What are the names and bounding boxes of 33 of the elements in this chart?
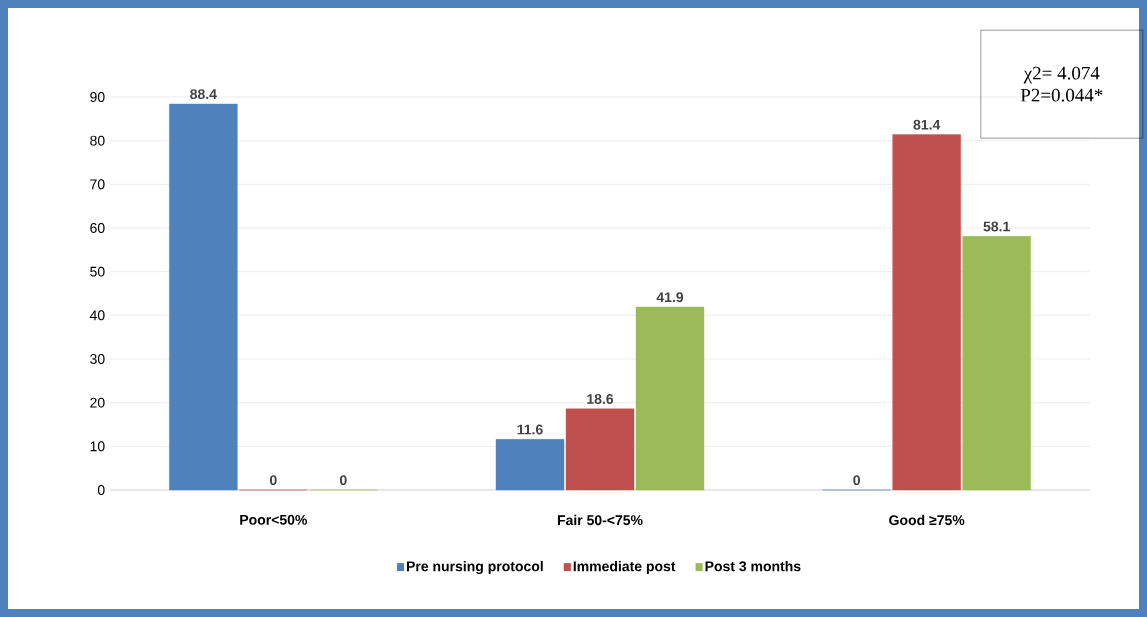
data-label: 18.6: [587, 393, 614, 404]
data-label: 0: [853, 475, 860, 486]
x-tick-label: Fair 50-<75%: [557, 514, 643, 526]
legend-label: Immediate post: [573, 560, 676, 575]
y-tick-label: 40: [89, 310, 105, 321]
bar: [635, 306, 705, 491]
data-label: 88.4: [190, 89, 217, 100]
bar: [892, 134, 961, 491]
legend-label: Pre nursing protocol: [406, 560, 543, 575]
bar: [169, 103, 238, 491]
data-label: 81.4: [913, 119, 941, 130]
data-label: 0: [340, 475, 347, 486]
y-tick-label: 90: [90, 92, 105, 102]
y-tick-label: 80: [90, 135, 105, 146]
y-tick-label: 70: [90, 179, 105, 190]
text: χ2= 4.074: [1023, 66, 1100, 84]
bar: [495, 439, 565, 491]
bar: [565, 408, 635, 491]
data-label: 0: [270, 475, 277, 486]
y-tick-label: 30: [90, 354, 105, 364]
legend-label: Post 3 months: [705, 560, 801, 572]
data-label: 11.6: [517, 424, 543, 435]
bar: [962, 236, 1031, 491]
y-tick-label: 50: [90, 266, 105, 277]
y-tick-label: 60: [90, 223, 105, 233]
x-tick-label: Good ≥75%: [889, 514, 965, 526]
y-tick-label: 0: [97, 485, 105, 495]
data-label: 58.1: [983, 221, 1010, 232]
data-label: 41.9: [656, 292, 684, 303]
x-tick-label: Poor<50%: [240, 514, 308, 525]
y-tick-label: 20: [90, 397, 105, 408]
y-tick-label: 10: [90, 441, 105, 452]
annotation: P2=0.044*: [1020, 88, 1103, 102]
